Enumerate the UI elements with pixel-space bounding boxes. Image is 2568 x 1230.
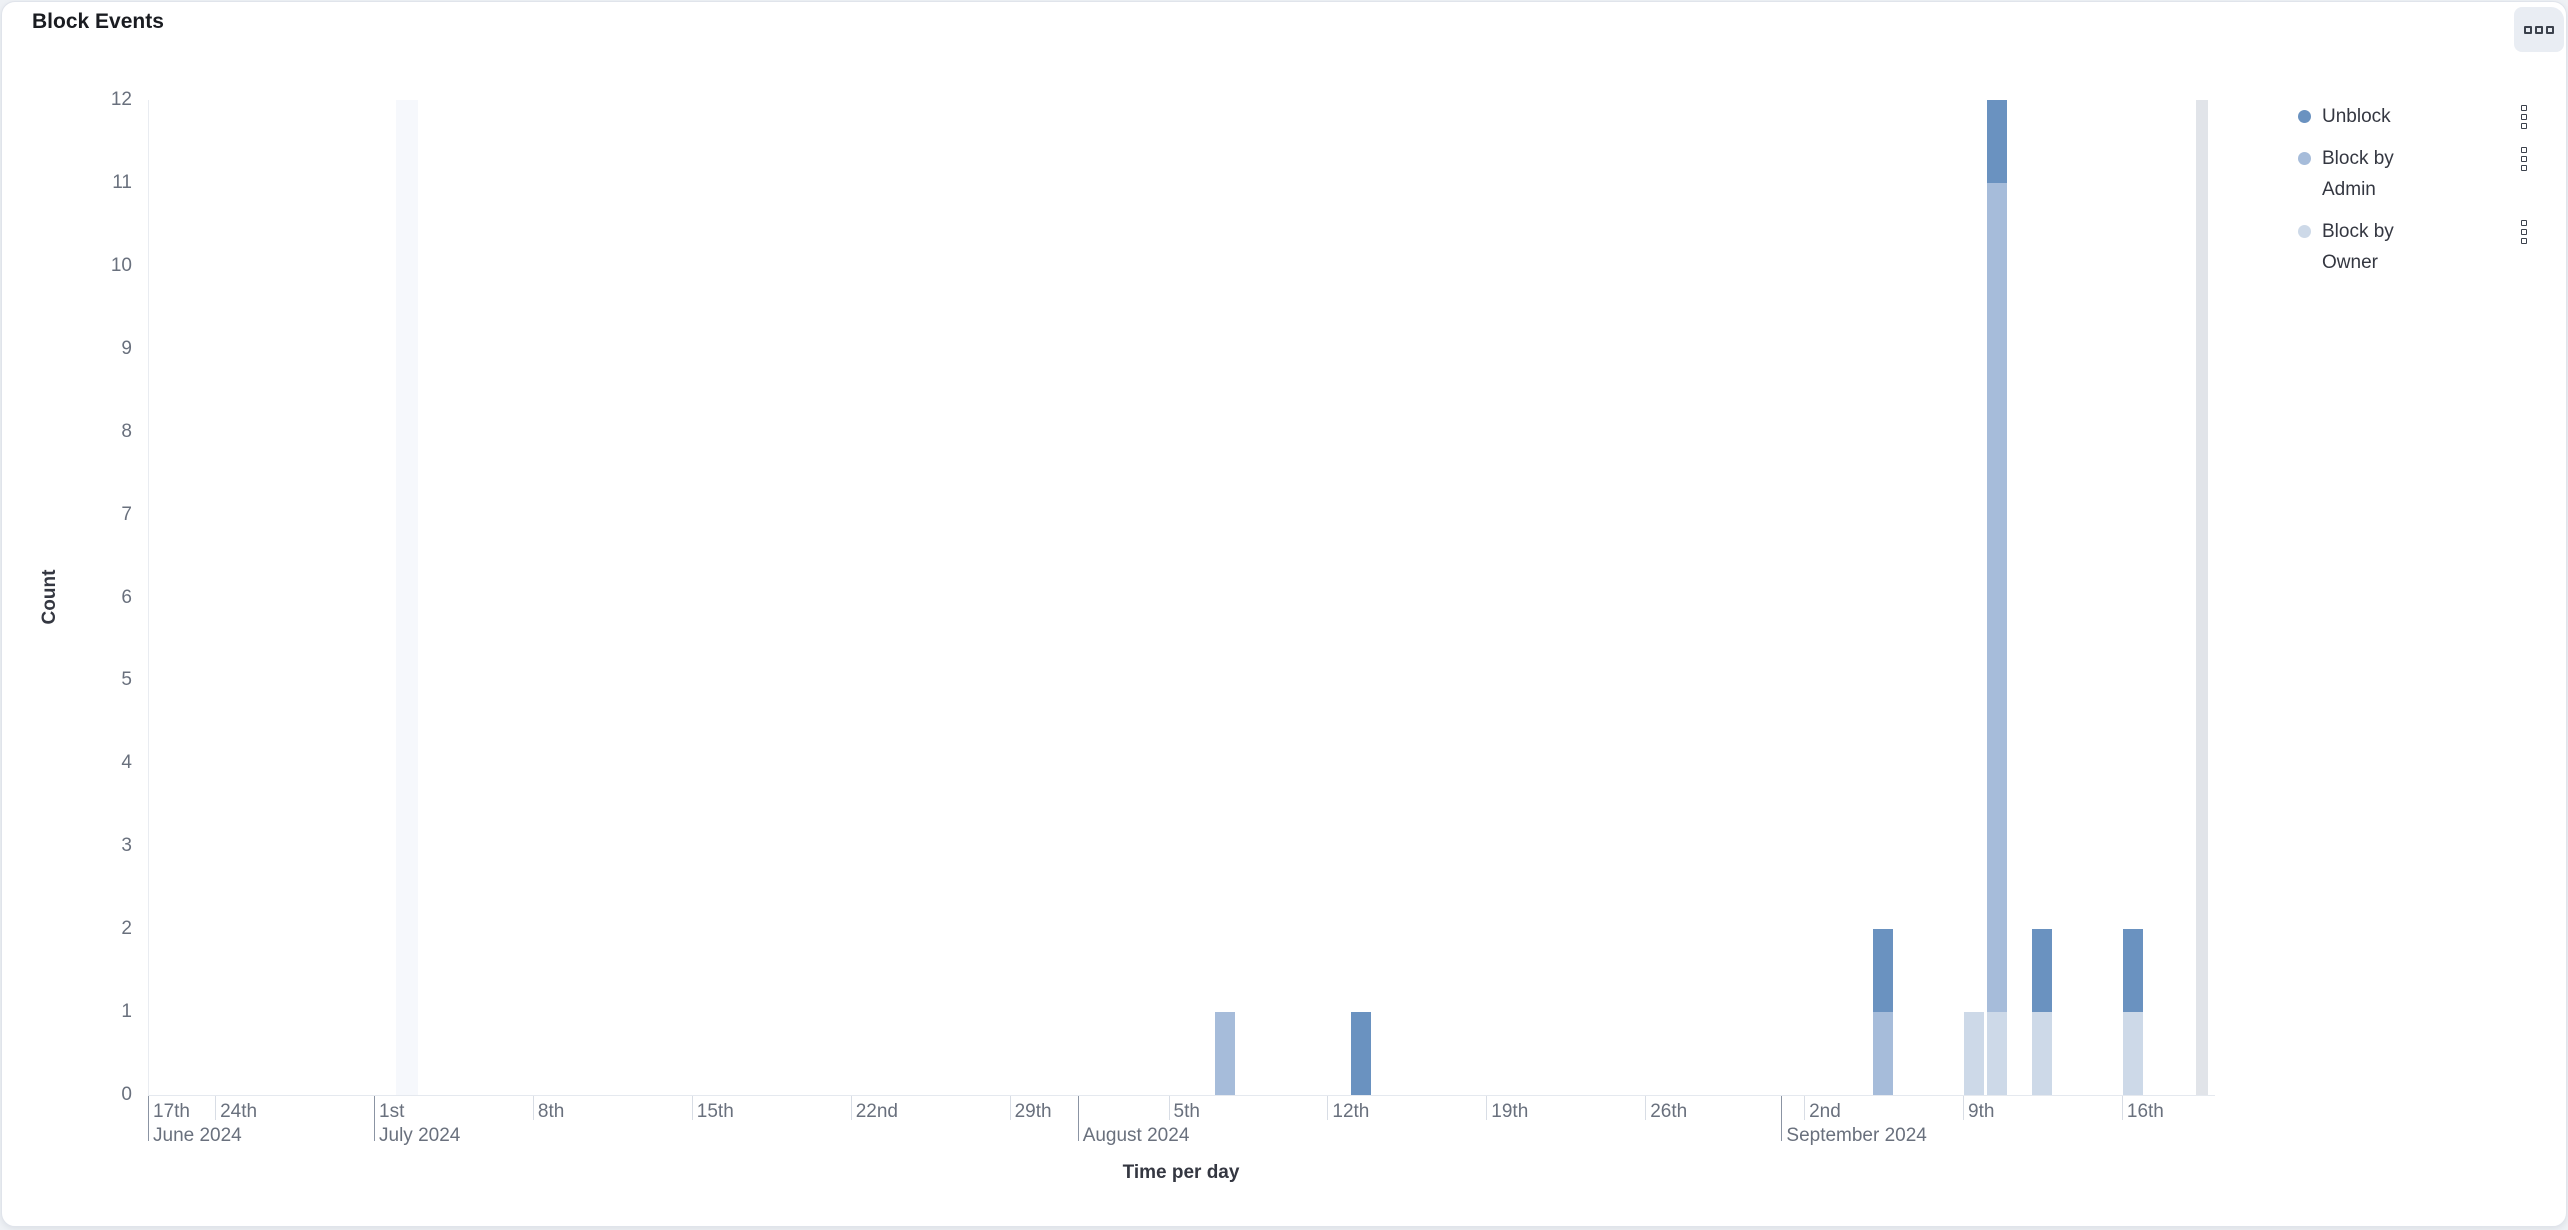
x-tick-label: 2nd — [1809, 1101, 1841, 1122]
y-tick-label: 12 — [110, 89, 132, 110]
x-tick-label: 22nd — [855, 1101, 898, 1122]
x-tick — [850, 1096, 852, 1120]
legend-actions-icon[interactable] — [2521, 220, 2527, 244]
x-tick — [1804, 1096, 1806, 1120]
bar-segment-unblock[interactable] — [1873, 929, 1894, 1013]
x-tick-label: 17th — [153, 1101, 190, 1122]
bar-segment-block-by-admin[interactable] — [1214, 1012, 1235, 1095]
y-tick-label: 11 — [112, 171, 132, 193]
legend-swatch — [2298, 152, 2311, 165]
legend-item-unblock[interactable]: Unblock — [2298, 101, 2554, 132]
y-tick-label: 4 — [121, 752, 132, 774]
x-tick-label: 29th — [1014, 1101, 1052, 1122]
panel-options-button[interactable] — [2514, 7, 2564, 52]
legend-item-block-by-admin[interactable]: Block by Admin — [2298, 143, 2554, 205]
y-tick-label: 5 — [121, 669, 132, 691]
y-axis-line — [148, 100, 149, 1095]
y-tick-label: 7 — [121, 503, 132, 525]
x-tick-label: 16th — [2126, 1101, 2164, 1122]
legend-swatch — [2298, 225, 2311, 238]
x-tick — [691, 1096, 693, 1120]
x-tick-label: 9th — [1968, 1101, 1995, 1122]
y-tick-label: 0 — [121, 1084, 132, 1105]
y-tick-label: 10 — [110, 254, 132, 276]
y-tick-label: 2 — [121, 918, 132, 940]
bar-segment-block-by-owner[interactable] — [2032, 1012, 2053, 1095]
x-tick — [1781, 1096, 1783, 1141]
x-tick — [374, 1096, 375, 1141]
panel-title: Block Events — [32, 10, 164, 33]
x-tick-month-label: August 2024 — [1082, 1125, 1190, 1146]
legend-label: Unblock — [2322, 106, 2391, 127]
x-tick — [1645, 1096, 1647, 1120]
legend-actions-icon[interactable] — [2521, 147, 2527, 171]
x-tick — [148, 1096, 149, 1141]
y-tick-label: 1 — [121, 1001, 132, 1023]
x-tick-label: 8th — [537, 1101, 565, 1122]
x-tick-label: 15th — [696, 1101, 734, 1122]
x-tick-label: 26th — [1650, 1101, 1688, 1122]
x-tick — [215, 1096, 217, 1120]
x-tick-label: 5th — [1173, 1101, 1200, 1122]
x-tick-month-label: June 2024 — [153, 1125, 242, 1146]
legend-swatch — [2298, 110, 2311, 123]
bar-segment-unblock[interactable] — [1986, 100, 2007, 183]
bar-segment-block-by-admin[interactable] — [1873, 1012, 1894, 1095]
bar-segment-unblock[interactable] — [2122, 929, 2143, 1013]
legend-label: Block by Admin — [2322, 148, 2394, 200]
y-tick-label: 8 — [121, 420, 132, 442]
x-tick-label: 12th — [1332, 1101, 1370, 1122]
y-tick-label: 3 — [121, 835, 132, 857]
x-tick — [1486, 1096, 1488, 1120]
bar-segment-block-by-owner[interactable] — [1964, 1012, 1984, 1095]
x-tick-month-label: July 2024 — [379, 1125, 461, 1146]
bar-segment-block-by-owner[interactable] — [2122, 1012, 2143, 1095]
y-tick-label: 6 — [121, 586, 132, 608]
x-tick-label: 24th — [220, 1101, 258, 1122]
bar-segment-unblock[interactable] — [2032, 929, 2053, 1013]
bar-segment-block-by-owner[interactable] — [1986, 1012, 2007, 1095]
highlight-band — [396, 100, 419, 1095]
y-tick-label: 9 — [121, 337, 132, 359]
x-axis-line — [148, 1095, 2215, 1096]
panel-options-icon — [2524, 25, 2554, 34]
x-tick-month-label: September 2024 — [1786, 1125, 1927, 1146]
bar-segment-block-by-admin[interactable] — [1986, 182, 2007, 1013]
x-tick — [1077, 1096, 1079, 1141]
legend-actions-icon[interactable] — [2521, 105, 2527, 129]
legend: Unblock Block by Admin Block by Owner — [2298, 101, 2554, 289]
x-tick — [1168, 1096, 1170, 1120]
x-tick — [1327, 1096, 1329, 1120]
bar-segment-unblock[interactable] — [1351, 1012, 1372, 1095]
highlight-band — [2196, 100, 2209, 1095]
x-tick-label: 19th — [1491, 1101, 1529, 1122]
x-tick — [2121, 1096, 2123, 1120]
legend-label: Block by Owner — [2322, 221, 2394, 273]
x-axis-title: Time per day — [1122, 1162, 1240, 1183]
x-tick-label: 1st — [379, 1101, 405, 1122]
x-tick — [1009, 1096, 1011, 1120]
legend-item-block-by-owner[interactable]: Block by Owner — [2298, 216, 2554, 278]
x-tick — [1963, 1096, 1964, 1120]
x-tick — [532, 1096, 534, 1120]
